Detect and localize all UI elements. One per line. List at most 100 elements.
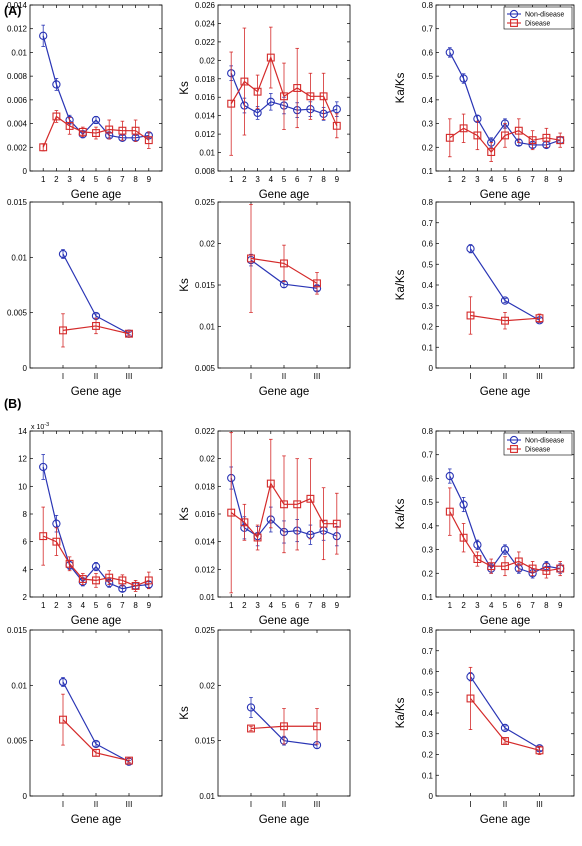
data-point <box>332 519 341 528</box>
data-point <box>58 677 68 687</box>
y-tick-label: 0.012 <box>195 130 216 139</box>
x-tick-label: 3 <box>255 601 260 610</box>
x-tick-label: I <box>250 800 252 809</box>
data-point <box>240 77 249 86</box>
data-point <box>266 53 275 62</box>
y-tick-label: 0.016 <box>195 510 216 519</box>
data-point <box>528 136 537 145</box>
x-tick-label: II <box>503 800 507 809</box>
data-point <box>131 126 140 135</box>
series-disease <box>227 431 341 594</box>
x-tick-label: 7 <box>530 175 535 184</box>
data-point <box>459 124 468 133</box>
y-tick-label: 0.014 <box>195 112 216 121</box>
x-tick-label: 6 <box>517 601 522 610</box>
x-tick-label: III <box>126 372 133 381</box>
y-tick-label: 14 <box>18 427 27 436</box>
x-tick-label: 3 <box>475 175 480 184</box>
data-point <box>52 80 61 89</box>
y-tick-label: 0.014 <box>195 538 216 547</box>
y-tick-label: 0.022 <box>195 427 216 436</box>
y-multiplier: x 10-3 <box>31 422 49 431</box>
series-disease <box>247 204 321 313</box>
chart-a3: 0.1 0.2 0.3 0.4 0.5 0.6 0.7 0.8 1 2 3 4 5 6 7 8 9 Gene ag… <box>395 1 575 201</box>
x-tick-label: 5 <box>94 175 99 184</box>
data-point <box>445 133 454 142</box>
x-tick-label: 6 <box>107 601 112 610</box>
y-tick-label: 0.015 <box>7 626 28 635</box>
x-tick-label: 1 <box>41 175 46 184</box>
data-point <box>542 566 551 575</box>
x-tick-label: 1 <box>229 601 234 610</box>
y-tick-label: 0.002 <box>7 143 28 152</box>
legend-label: Non-disease <box>525 12 564 19</box>
data-point <box>445 471 454 481</box>
x-tick-label: 9 <box>147 175 152 184</box>
x-tick-label: III <box>314 372 321 381</box>
data-point <box>92 321 100 330</box>
data-point <box>280 722 288 731</box>
x-tick-label: 2 <box>54 601 59 610</box>
legend-label: Non-disease <box>525 438 564 445</box>
series-disease <box>59 313 133 348</box>
data-point <box>535 314 544 323</box>
y-axis-label: Ks <box>179 706 191 720</box>
y-tick-label: 0 <box>23 167 28 176</box>
data-point <box>266 97 275 106</box>
data-point <box>466 694 475 703</box>
data-point <box>144 576 153 585</box>
x-tick-label: 9 <box>558 601 563 610</box>
plot-area <box>29 430 163 598</box>
x-axis-label: Gene age <box>259 189 310 201</box>
y-tick-label: 0.5 <box>422 260 434 269</box>
data-point <box>227 99 236 108</box>
series-disease <box>247 708 321 745</box>
y-tick-label: 0.7 <box>422 219 434 228</box>
data-point <box>528 564 537 573</box>
x-tick-label: 1 <box>229 175 234 184</box>
x-tick-label: I <box>62 800 64 809</box>
x-tick-label: II <box>503 372 507 381</box>
y-tick-label: 0.6 <box>422 240 434 249</box>
plot-area <box>435 201 575 369</box>
y-tick-label: 0 <box>23 364 28 373</box>
y-tick-label: 0.01 <box>199 149 215 158</box>
y-axis-label: Ka <box>0 80 3 95</box>
data-point <box>118 126 127 135</box>
y-tick-label: 0.01 <box>199 792 215 801</box>
data-point <box>319 92 328 101</box>
data-point <box>58 249 68 259</box>
data-point <box>240 518 249 527</box>
y-tick-label: 0.1 <box>422 167 434 176</box>
y-tick-label: 0.01 <box>11 253 27 262</box>
x-tick-label: 7 <box>308 601 313 610</box>
data-point <box>501 131 509 140</box>
x-tick-label: 4 <box>269 175 274 184</box>
y-tick-label: 0.8 <box>422 427 434 436</box>
y-tick-label: 0.005 <box>195 364 216 373</box>
y-tick-label: 0 <box>429 364 434 373</box>
x-tick-label: 8 <box>544 175 549 184</box>
legend-marker <box>510 19 518 27</box>
y-tick-label: 12 <box>18 455 27 464</box>
y-axis-label: Ka/Ks <box>395 72 407 103</box>
x-tick-label: II <box>282 372 286 381</box>
data-point <box>280 500 288 509</box>
x-tick-label: 1 <box>448 601 453 610</box>
data-point <box>280 259 288 268</box>
y-tick-label: 0.6 <box>422 48 434 57</box>
data-point <box>65 559 74 568</box>
y-tick-label: 0.7 <box>422 451 434 460</box>
y-tick-label: 0.6 <box>422 474 434 483</box>
data-point <box>466 244 475 253</box>
y-axis-label: Ka <box>0 506 3 521</box>
data-point <box>125 756 133 765</box>
y-tick-label: 0.018 <box>195 482 216 491</box>
y-tick-label: 8 <box>23 510 28 519</box>
y-tick-label: 0.008 <box>195 167 216 176</box>
data-point <box>59 326 67 335</box>
x-tick-label: 8 <box>544 601 549 610</box>
